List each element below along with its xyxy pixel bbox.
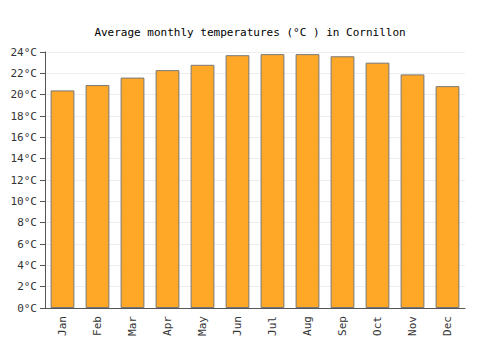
svg-text:Apr: Apr [161,316,174,336]
svg-text:10°C: 10°C [11,195,38,208]
svg-text:0°C: 0°C [17,302,37,315]
svg-text:Nov: Nov [406,316,419,336]
svg-text:14°C: 14°C [11,152,38,165]
svg-text:20°C: 20°C [11,88,38,101]
svg-text:4°C: 4°C [17,259,37,272]
svg-text:Mar: Mar [126,316,139,336]
svg-text:Jul: Jul [266,316,279,336]
svg-text:6°C: 6°C [17,238,37,251]
svg-text:Average monthly temperatures (: Average monthly temperatures (°C ) in Co… [94,26,405,39]
svg-text:2°C: 2°C [17,280,37,293]
svg-text:Dec: Dec [441,316,454,336]
svg-text:16°C: 16°C [11,131,38,144]
svg-text:8°C: 8°C [17,216,37,229]
svg-text:Jun: Jun [231,316,244,336]
svg-text:Aug: Aug [301,316,314,336]
svg-text:Sep: Sep [336,316,349,336]
svg-text:Oct: Oct [371,316,384,336]
svg-text:22°C: 22°C [11,67,38,80]
svg-text:Jan: Jan [56,316,69,336]
svg-text:24°C: 24°C [11,46,38,59]
svg-text:Feb: Feb [91,316,104,336]
svg-text:12°C: 12°C [11,174,38,187]
svg-text:May: May [196,316,209,336]
svg-text:18°C: 18°C [11,110,38,123]
